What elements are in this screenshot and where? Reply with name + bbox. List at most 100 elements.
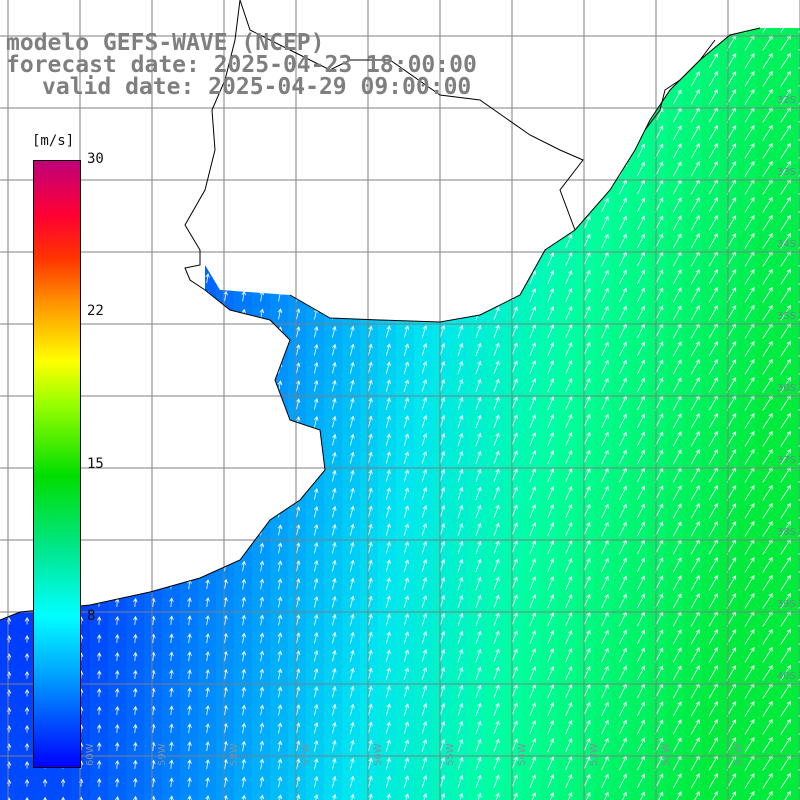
wind-arrow [511, 54, 518, 69]
wind-arrow [205, 255, 210, 266]
wind-speed-cell [324, 776, 343, 795]
wind-speed-cell [558, 560, 577, 579]
wind-arrow [654, 125, 664, 141]
wind-arrow [457, 522, 464, 536]
wind-arrow [187, 381, 192, 392]
wind-arrow [744, 448, 755, 465]
wind-arrow [439, 612, 446, 626]
wind-arrow [133, 705, 138, 715]
wind-speed-cell [108, 542, 127, 561]
wind-arrow [241, 254, 246, 266]
wind-arrow [457, 684, 464, 698]
wind-speed-cell [576, 272, 595, 291]
wind-arrow [619, 341, 627, 357]
wind-arrow [780, 520, 791, 537]
wind-speed-cell [522, 146, 541, 165]
wind-arrow [636, 413, 645, 429]
wind-speed-cell [450, 362, 469, 381]
wind-arrow [114, 147, 120, 157]
wind-arrow [241, 488, 246, 500]
wind-arrow [762, 304, 773, 321]
wind-speed-cell [756, 416, 775, 435]
wind-speed-cell [792, 380, 800, 399]
wind-speed-cell [342, 524, 361, 543]
wind-arrow [690, 485, 700, 501]
wind-arrow [313, 217, 319, 230]
wind-arrow [601, 575, 609, 591]
wind-speed-cell [414, 488, 433, 507]
wind-arrow [349, 361, 355, 374]
wind-arrow [439, 756, 446, 770]
wind-arrow [277, 596, 283, 608]
wind-arrow [690, 503, 700, 519]
wind-arrow [24, 526, 30, 535]
wind-speed-cell [252, 686, 271, 705]
wind-speed-cell [342, 326, 361, 345]
wind-speed-cell [234, 200, 253, 219]
wind-speed-cell [720, 362, 739, 381]
wind-speed-cell [360, 254, 379, 273]
wind-speed-cell [684, 110, 703, 129]
wind-speed-cell [630, 164, 649, 183]
wind-speed-cell [0, 254, 19, 273]
wind-speed-cell [234, 596, 253, 615]
wind-speed-cell [702, 488, 721, 507]
wind-speed-cell [306, 668, 325, 687]
wind-arrow [169, 129, 174, 140]
wind-arrow [672, 647, 682, 663]
wind-speed-cell [306, 686, 325, 705]
wind-arrow [169, 273, 174, 284]
wind-arrow [385, 289, 391, 302]
wind-speed-cell [504, 524, 523, 543]
wind-arrow [205, 471, 210, 482]
wind-speed-cell [594, 542, 613, 561]
wind-speed-cell [378, 668, 397, 687]
wind-speed-cell [144, 596, 163, 615]
wind-arrow [690, 197, 700, 213]
wind-arrow [313, 541, 319, 554]
wind-arrow [187, 687, 192, 698]
wind-speed-cell [522, 722, 541, 741]
wind-speed-cell [360, 524, 379, 543]
wind-speed-cell [792, 650, 800, 669]
wind-arrow [708, 53, 718, 69]
wind-speed-cell [540, 434, 559, 453]
wind-speed-cell [468, 290, 487, 309]
wind-speed-cell [306, 344, 325, 363]
wind-speed-cell [792, 686, 800, 705]
wind-arrow [403, 37, 409, 50]
wind-speed-cell [576, 578, 595, 597]
wind-speed-cell [630, 506, 649, 525]
wind-speed-cell [630, 560, 649, 579]
wind-arrow [619, 413, 627, 429]
wind-arrow [529, 486, 536, 501]
wind-arrow [672, 377, 682, 393]
wind-arrow [565, 503, 573, 519]
wind-speed-cell [558, 434, 577, 453]
wind-arrow [187, 345, 192, 356]
wind-speed-cell [522, 74, 541, 93]
wind-arrow [205, 453, 210, 464]
wind-arrow [762, 160, 773, 177]
wind-arrow [169, 255, 174, 266]
wind-speed-cell [702, 542, 721, 561]
wind-arrow [493, 360, 500, 375]
wind-arrow [133, 597, 138, 607]
wind-arrow [277, 470, 283, 482]
wind-speed-cell [594, 272, 613, 291]
wind-arrow [96, 634, 102, 643]
wind-speed-cell [468, 398, 487, 417]
wind-speed-cell [504, 704, 523, 723]
wind-arrow [295, 758, 301, 770]
wind-arrow [457, 432, 464, 446]
wind-speed-cell [702, 524, 721, 543]
wind-arrow [439, 720, 446, 734]
wind-speed-cell [702, 416, 721, 435]
wind-speed-cell [450, 578, 469, 597]
wind-arrow [349, 523, 355, 536]
wind-arrow [601, 341, 609, 357]
wind-arrow [636, 719, 645, 735]
wind-speed-cell [432, 596, 451, 615]
wind-speed-cell [0, 470, 19, 489]
wind-speed-cell [702, 776, 721, 795]
